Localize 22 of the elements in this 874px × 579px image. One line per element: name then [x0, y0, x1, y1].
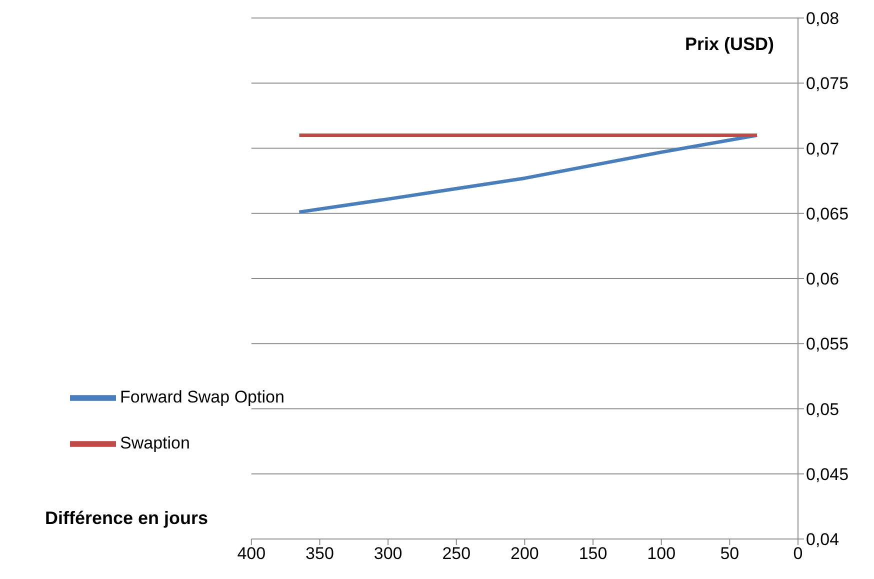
y-tick-label: 0,08 — [806, 9, 840, 28]
y-tick-label: 0,045 — [806, 464, 849, 484]
y-tick-label: 0,055 — [806, 334, 849, 354]
y-tick-label: 0,04 — [806, 530, 840, 550]
x-tick-label: 200 — [510, 544, 539, 564]
y-tick-label: 0,05 — [806, 400, 840, 419]
legend-label: Forward Swap Option — [120, 387, 284, 406]
x-tick-label: 100 — [647, 544, 676, 564]
y-tick-label: 0,075 — [806, 74, 849, 94]
x-tick-label: 400 — [237, 544, 266, 564]
legend-label: Swaption — [120, 433, 190, 452]
x-tick-label: 250 — [442, 544, 471, 564]
x-tick-label: 50 — [720, 544, 740, 564]
x-tick-label: 300 — [374, 544, 402, 564]
y-tick-label: 0,065 — [806, 204, 849, 224]
y-tick-label: 0,07 — [806, 139, 840, 158]
y-axis-title: Prix (USD) — [684, 34, 774, 55]
y-tick-label: 0,06 — [806, 270, 840, 289]
x-axis-title: Différence en jours — [45, 508, 208, 529]
x-tick-label: 350 — [306, 544, 334, 564]
x-tick-label: 0 — [793, 544, 803, 564]
x-tick-label: 150 — [578, 544, 608, 564]
